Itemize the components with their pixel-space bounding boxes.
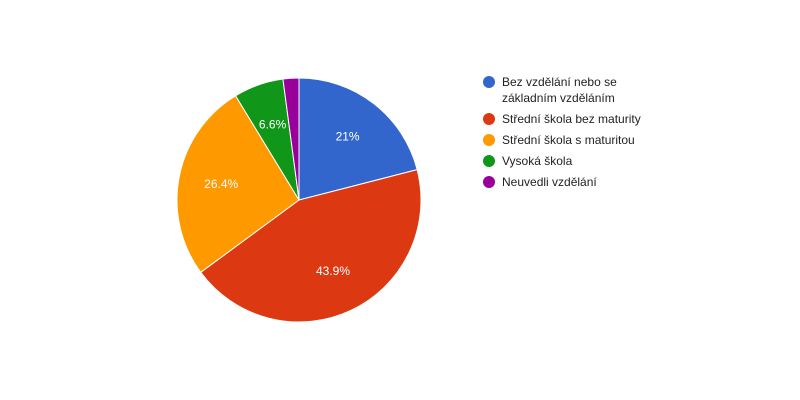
pie-slice xyxy=(176,95,300,274)
legend-marker xyxy=(483,155,495,167)
legend-label: Bez vzdělání nebo se základním vzděláním xyxy=(502,75,617,105)
legend-item: Střední škola bez maturity xyxy=(483,111,653,127)
legend: Bez vzdělání nebo se základním vzděláním… xyxy=(483,74,653,195)
legend-marker xyxy=(483,134,495,146)
legend-label: Neuvedli vzdělání xyxy=(502,175,597,189)
legend-marker xyxy=(483,76,495,88)
data-label: 21% xyxy=(336,130,360,144)
data-label: 6.6% xyxy=(259,117,287,131)
data-label: 43.9% xyxy=(316,264,350,278)
data-label: 26.4% xyxy=(204,177,238,191)
pie-slice xyxy=(298,77,418,201)
legend-label: Střední škola bez maturity xyxy=(502,112,641,126)
legend-label: Střední škola s maturitou xyxy=(502,133,635,147)
legend-item: Střední škola s maturitou xyxy=(483,132,653,148)
legend-marker xyxy=(483,176,495,188)
legend-item: Vysoká škola xyxy=(483,153,653,169)
legend-item: Bez vzdělání nebo se základním vzděláním xyxy=(483,74,653,106)
pie-slice xyxy=(200,169,422,323)
legend-label: Vysoká škola xyxy=(502,154,573,168)
legend-marker xyxy=(483,113,495,125)
pie-slice xyxy=(282,77,300,201)
legend-item: Neuvedli vzdělání xyxy=(483,174,653,190)
